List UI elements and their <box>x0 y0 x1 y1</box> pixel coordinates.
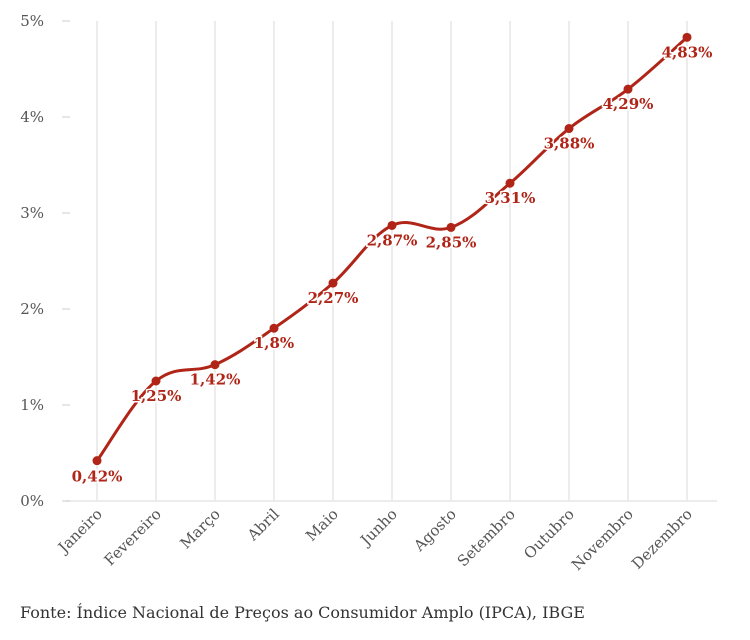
data-point-11 <box>682 32 692 42</box>
data-point-6 <box>387 220 397 230</box>
data-point-9 <box>564 124 574 134</box>
x-tick-label: Janeiro <box>53 505 106 558</box>
x-tick-label: Setembro <box>454 505 519 570</box>
x-tick-label: Outubro <box>520 505 578 563</box>
y-tick-label: 1% <box>20 396 44 414</box>
data-label-8: 3,31% <box>485 189 536 207</box>
data-point-4 <box>269 323 279 333</box>
data-point-10 <box>623 84 633 94</box>
data-label-5: 2,27% <box>308 289 359 307</box>
source-note: Fonte: Índice Nacional de Preços ao Cons… <box>20 603 585 622</box>
data-label-2: 1,25% <box>131 387 182 405</box>
data-label-6: 2,87% <box>367 231 418 249</box>
y-tick-label: 3% <box>20 204 44 222</box>
x-tick-label: Abril <box>243 505 283 545</box>
x-tick-label: Junho <box>356 505 401 550</box>
data-label-1: 0,42% <box>72 468 123 486</box>
x-tick-label: Agosto <box>409 505 459 555</box>
x-tick-label: Novembro <box>568 505 637 574</box>
data-label-7: 2,85% <box>426 233 477 251</box>
data-point-3 <box>210 360 220 370</box>
grid-lines <box>96 21 688 501</box>
y-tick-label: 2% <box>20 300 44 318</box>
x-tick-label: Dezembro <box>628 505 696 573</box>
data-point-2 <box>151 376 161 386</box>
data-label-9: 3,88% <box>544 135 595 153</box>
data-point-7 <box>446 222 456 232</box>
data-labels: 0,42% 1,25% 1,42% 1,8% 2,27% 2,87% 2,85% 3,31% 3… <box>70 42 714 487</box>
x-tick-label: Março <box>177 505 224 552</box>
data-points <box>92 32 692 466</box>
x-tick-label: Fevereiro <box>101 505 165 569</box>
y-tick-label: 0% <box>20 492 44 510</box>
x-tick-label: Maio <box>302 505 342 545</box>
data-point-1 <box>92 456 102 466</box>
data-label-4: 1,8% <box>254 334 294 352</box>
y-tick-label: 4% <box>20 108 44 126</box>
y-tick-label: 5% <box>20 12 44 30</box>
data-label-10: 4,29% <box>603 95 654 113</box>
data-label-3: 1,42% <box>190 371 241 389</box>
data-point-5 <box>328 278 338 288</box>
data-point-8 <box>505 178 515 188</box>
data-label-11: 4,83% <box>662 43 713 61</box>
